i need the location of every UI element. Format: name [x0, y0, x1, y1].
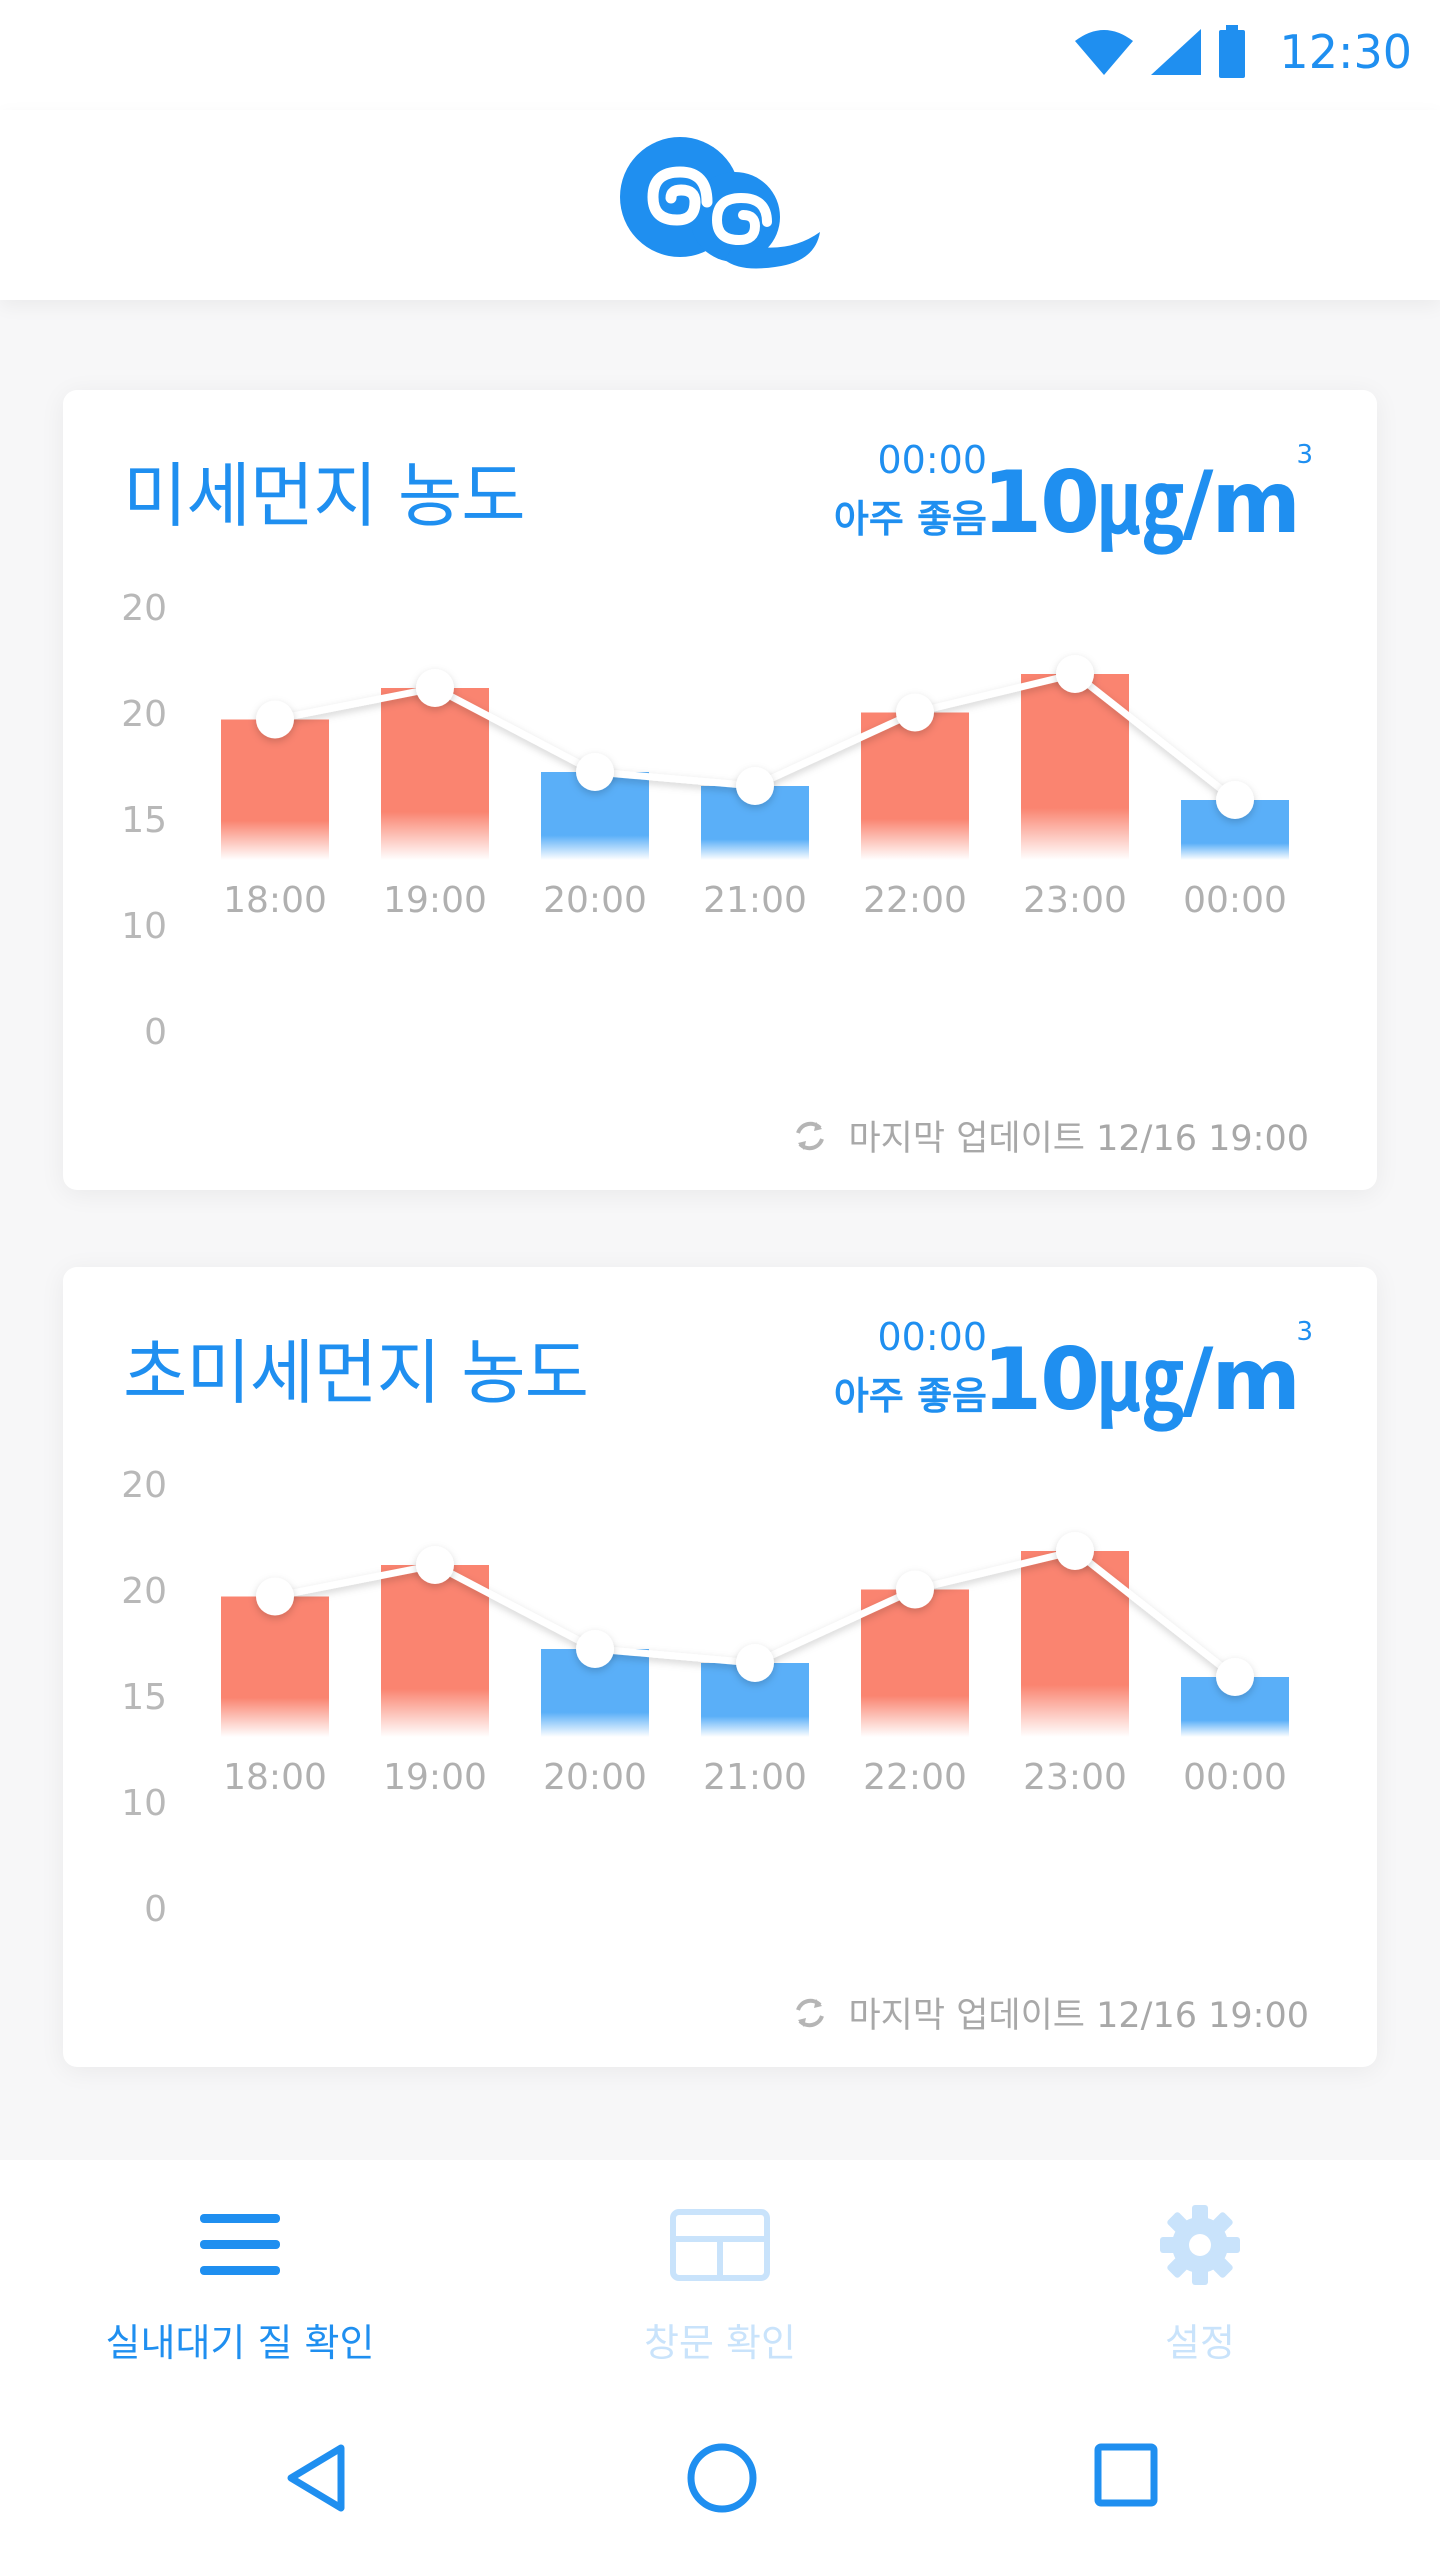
- cloud-swirl-logo: [620, 137, 820, 269]
- gear-icon: [1160, 2205, 1240, 2285]
- nav-indoor-air-quality[interactable]: 실내대기 질 확인: [40, 2200, 440, 2367]
- pm10-card: 미세먼지 농도 00:00 아주 좋음 10㎍/m 3 20 20 15 10 0 18:…: [63, 390, 1377, 1190]
- x-tick-label: 00:00: [1183, 880, 1287, 921]
- unit-superscript: 3: [1296, 1317, 1313, 1347]
- menu-icon: [200, 2214, 280, 2275]
- x-tick-label: 20:00: [543, 880, 647, 921]
- battery-icon: [1219, 25, 1246, 78]
- recents-icon[interactable]: [1093, 2442, 1159, 2508]
- status-bar: 12:30: [0, 0, 1440, 110]
- status-icons: 12:30: [1073, 22, 1412, 82]
- y-tick-label: 10: [121, 906, 167, 947]
- nav-window-check[interactable]: 창문 확인: [520, 2200, 920, 2367]
- nav-label: 설정: [1165, 2321, 1235, 2365]
- unit-superscript: 3: [1296, 440, 1313, 470]
- trend-point: [736, 1644, 774, 1682]
- trend-point: [1216, 1658, 1254, 1696]
- x-tick-label: 19:00: [383, 880, 487, 921]
- trend-point: [896, 1570, 934, 1609]
- x-tick-label: 21:00: [703, 1757, 807, 1798]
- window-icon: [670, 2209, 770, 2281]
- last-update-text: 마지막 업데이트 12/16 19:00: [848, 1119, 1309, 1159]
- x-tick-label: 23:00: [1023, 880, 1127, 921]
- status-time: 00:00: [877, 438, 987, 482]
- bar-22:00: [861, 712, 969, 860]
- y-tick-label: 20: [121, 588, 167, 629]
- y-tick-label: 10: [121, 1783, 167, 1824]
- status-time: 00:00: [877, 1315, 987, 1359]
- nav-settings[interactable]: 설정: [1000, 2200, 1400, 2367]
- status-clock: 12:30: [1279, 25, 1412, 79]
- trend-point: [576, 1630, 614, 1668]
- refresh-icon: [796, 1121, 825, 1150]
- pm25-card: 초미세먼지 농도 00:00 아주 좋음 10㎍/m 3 20 20 15 10 0 18…: [63, 1267, 1377, 2067]
- trend-point: [1216, 781, 1254, 819]
- trend-point: [1056, 1532, 1094, 1570]
- card-title: 미세먼지 농도: [123, 455, 526, 537]
- bar-19:00: [381, 1565, 489, 1737]
- x-tick-label: 23:00: [1023, 1757, 1127, 1798]
- x-tick-label: 22:00: [863, 880, 967, 921]
- system-navigation-bar: [0, 2400, 1440, 2560]
- trend-point: [1056, 655, 1094, 693]
- y-tick-label: 0: [144, 1012, 167, 1053]
- x-tick-label: 18:00: [223, 1757, 327, 1798]
- trend-point: [736, 767, 774, 805]
- x-tick-label: 00:00: [1183, 1757, 1287, 1798]
- bottom-navigation: 실내대기 질 확인 창문 확인: [0, 2160, 1440, 2400]
- last-update: 마지막 업데이트 12/16 19:00: [790, 1110, 1309, 1161]
- last-update: 마지막 업데이트 12/16 19:00: [790, 1987, 1309, 2038]
- app-header: [0, 110, 1440, 300]
- trend-point: [416, 1546, 454, 1584]
- trend-point: [576, 753, 614, 791]
- bar-18:00: [221, 1596, 329, 1737]
- refresh-icon: [796, 1998, 825, 2027]
- y-tick-label: 15: [121, 1677, 167, 1718]
- bar-22:00: [861, 1589, 969, 1737]
- trend-point: [256, 1577, 294, 1616]
- y-tick-label: 15: [121, 800, 167, 841]
- nav-label: 실내대기 질 확인: [105, 2321, 375, 2365]
- y-tick-label: 20: [121, 694, 167, 735]
- pm10-chart: 20 20 15 10 0 18:00 19:00 20:00 21:00 22:00 23:00 0…: [121, 588, 1289, 1053]
- trend-point: [416, 669, 454, 707]
- signal-icon: [1151, 29, 1202, 75]
- x-tick-label: 21:00: [703, 880, 807, 921]
- back-icon[interactable]: [283, 2442, 349, 2514]
- air-quality-label: 아주 좋음: [833, 497, 987, 541]
- y-tick-label: 20: [121, 1465, 167, 1506]
- x-tick-label: 22:00: [863, 1757, 967, 1798]
- concentration-value: 10㎍/m: [982, 453, 1301, 553]
- nav-label: 창문 확인: [644, 2321, 796, 2365]
- trend-point: [896, 693, 934, 732]
- concentration-value: 10㎍/m: [982, 1330, 1301, 1430]
- x-tick-label: 18:00: [223, 880, 327, 921]
- last-update-text: 마지막 업데이트 12/16 19:00: [848, 1996, 1309, 2036]
- home-icon[interactable]: [686, 2442, 758, 2514]
- bar-18:00: [221, 719, 329, 860]
- x-tick-label: 20:00: [543, 1757, 647, 1798]
- air-quality-label: 아주 좋음: [833, 1374, 987, 1418]
- y-tick-label: 0: [144, 1889, 167, 1930]
- bar-19:00: [381, 688, 489, 860]
- wifi-icon: [1075, 30, 1134, 75]
- x-tick-label: 19:00: [383, 1757, 487, 1798]
- pm25-chart: 20 20 15 10 0 18:00 19:00 20:00 21:00 22:00 23:00 0…: [121, 1465, 1289, 1930]
- y-tick-label: 20: [121, 1571, 167, 1612]
- card-title: 초미세먼지 농도: [123, 1332, 589, 1414]
- trend-point: [256, 700, 294, 739]
